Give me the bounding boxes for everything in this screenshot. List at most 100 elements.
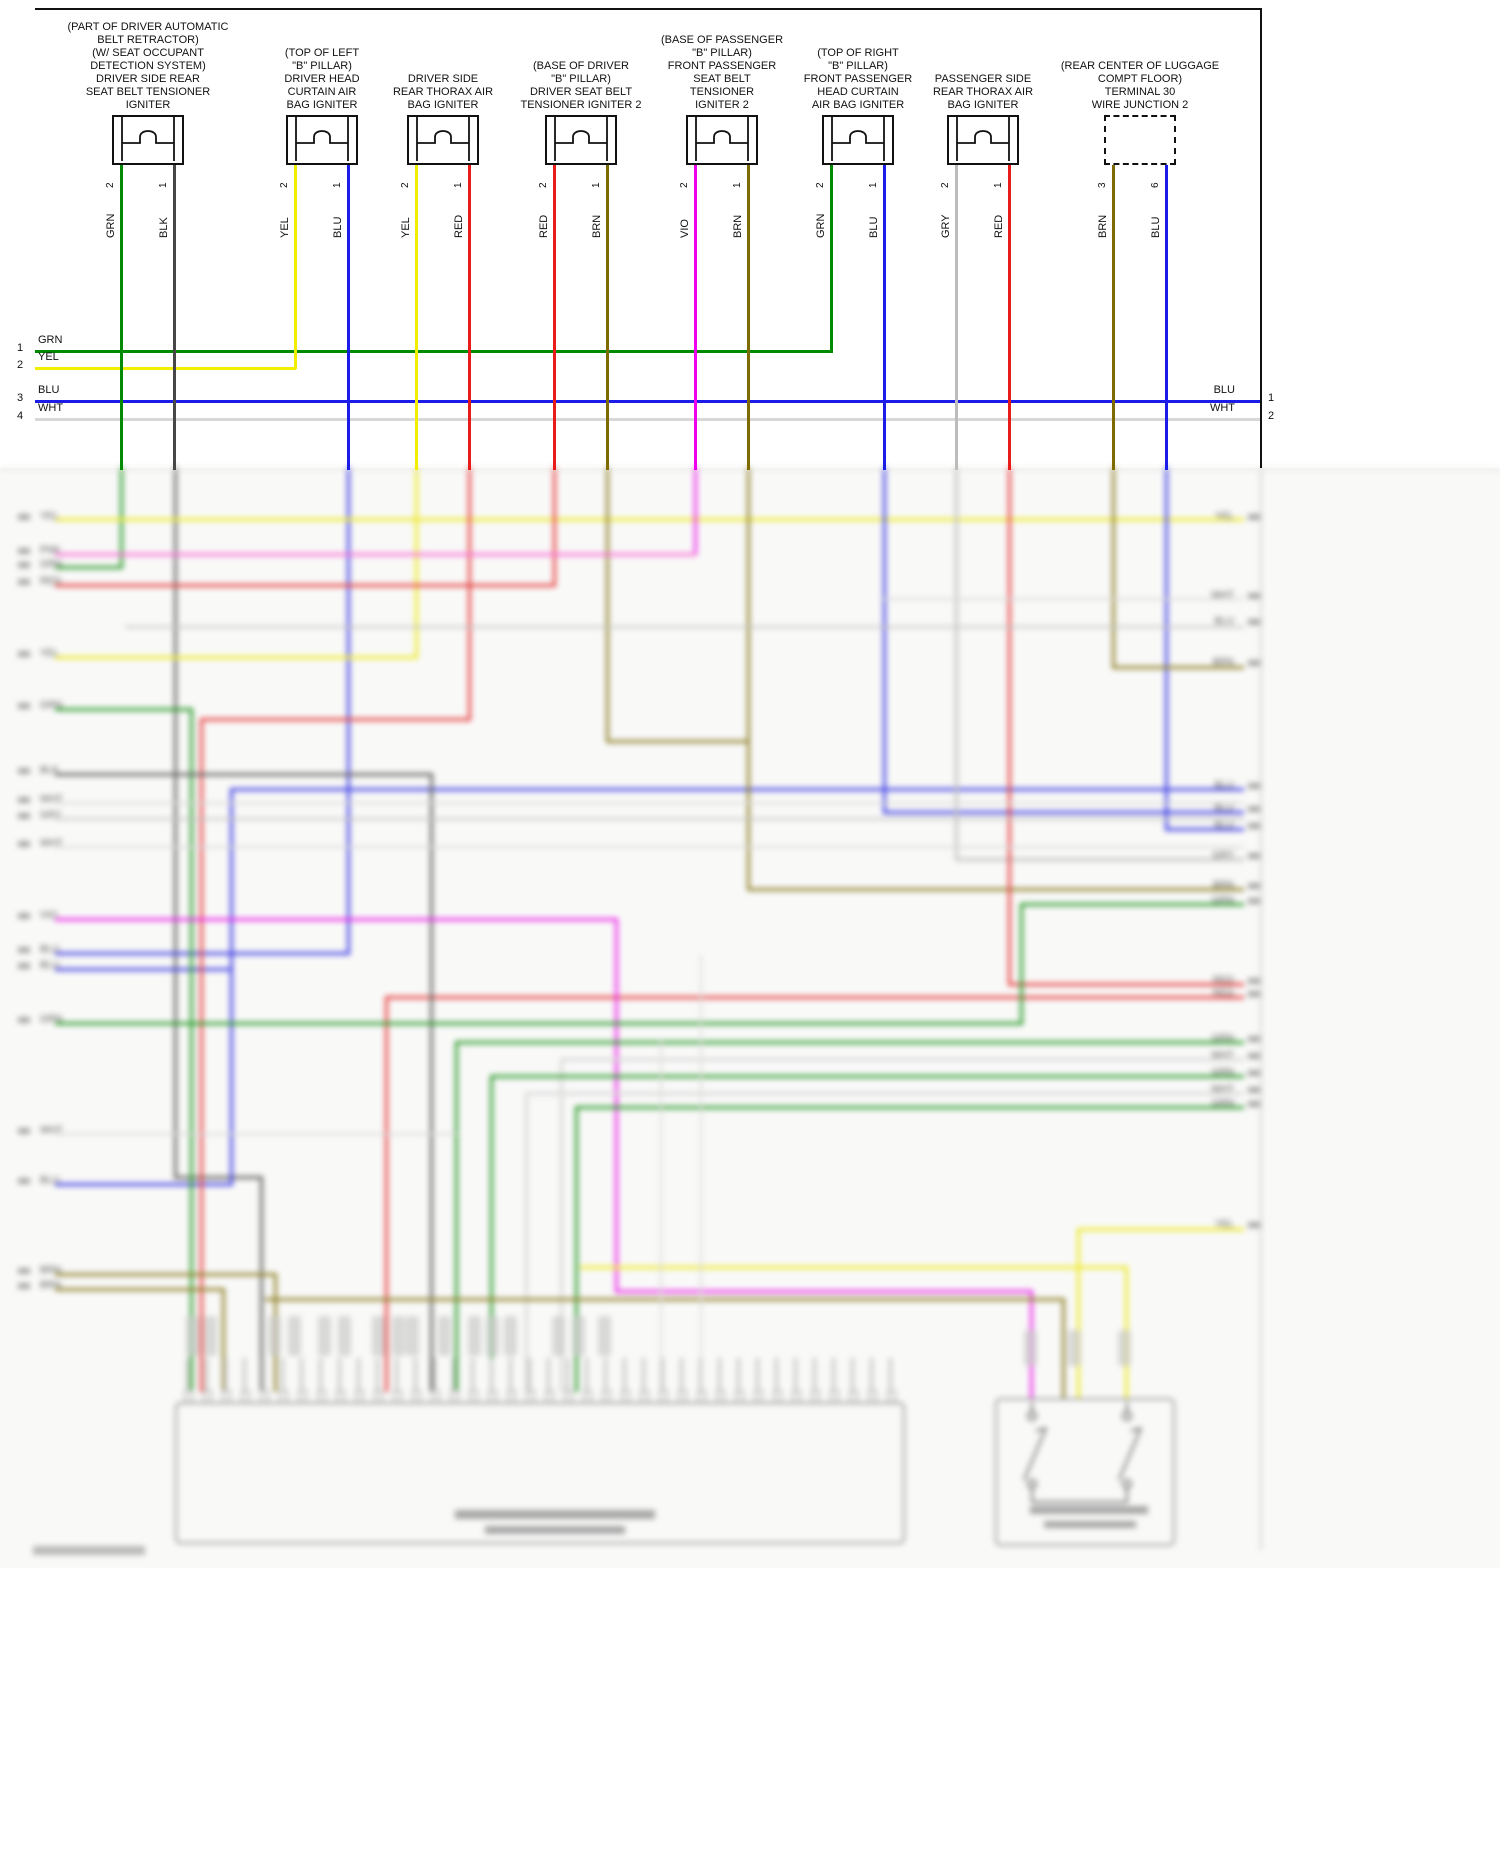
blurred-stub-wire — [737, 1358, 740, 1392]
frame-right-line — [1260, 8, 1262, 468]
blurred-grid-number-left — [18, 548, 30, 554]
connector-label-driver-head-curtain-air-bag-igniter: (TOP OF LEFT "B" PILLAR) DRIVER HEAD CUR… — [284, 47, 360, 111]
wire-driver-side-rear-seat-belt-tensioner-igniter-pin1 — [173, 165, 176, 470]
blurred-stub-wire — [490, 1358, 493, 1392]
blurred-stub-wire — [604, 1358, 607, 1392]
blurred-grid-number-right — [1248, 1036, 1260, 1042]
blurred-wire-segment — [415, 466, 418, 658]
blurred-wire-segment — [120, 466, 123, 568]
blurred-grid-number-right — [1248, 619, 1260, 625]
bus-number-right: 2 — [1268, 410, 1275, 422]
bus-label-left-yel: YEL — [38, 351, 59, 363]
blurred-wire-segment — [55, 1022, 1023, 1025]
blurred-wire-segment — [575, 1106, 1244, 1109]
blurred-wire-segment — [55, 968, 230, 971]
pin-number-driver-side-rear-seat-belt-tensioner-igniter-2: 2 — [105, 182, 116, 188]
blurred-wire-segment — [1165, 828, 1244, 831]
blurred-wire-segment — [883, 811, 1244, 814]
bus-number-left: 2 — [17, 359, 24, 371]
blurred-wire-segment — [55, 566, 123, 569]
connector-box-driver-side-rear-seat-belt-tensioner-igniter — [112, 115, 184, 165]
blurred-wire-label-left: BRN — [40, 1280, 62, 1291]
blurred-wire-segment — [55, 518, 1244, 521]
blurred-inline-connector — [572, 1316, 585, 1356]
blurred-wire-segment — [490, 1075, 1244, 1078]
wire-passenger-side-rear-thorax-air-bag-igniter-pin2 — [955, 165, 958, 470]
blurred-wire-label-right: RED — [1212, 975, 1234, 986]
blurred-inline-connector — [186, 1316, 199, 1356]
bus-wire-yel — [35, 367, 296, 370]
blurred-stub-wire — [471, 1358, 474, 1392]
blurred-grid-number-left — [18, 947, 30, 953]
blurred-text-bar — [1030, 1506, 1148, 1514]
blurred-wire-segment — [883, 466, 886, 813]
wire-color-label-yel: YEL — [400, 217, 412, 238]
blurred-grid-number-right — [1248, 1070, 1260, 1076]
blurred-stub-wire — [319, 1358, 322, 1392]
igniter-symbol — [956, 117, 1010, 161]
blurred-wire-segment — [1008, 983, 1244, 986]
blurred-wire-label-right: BLU — [1214, 803, 1234, 814]
blurred-wire-label-left: BLU — [40, 960, 60, 971]
blurred-wire-segment — [174, 466, 177, 1178]
blurred-grid-number-right — [1248, 783, 1260, 789]
blurred-wire-segment — [455, 1041, 458, 1392]
blurred-wire-label-left: WHT — [40, 1125, 63, 1136]
blurred-stub-wire — [243, 1358, 246, 1392]
pin-number-passenger-side-rear-thorax-air-bag-igniter-1: 1 — [993, 182, 1004, 188]
blurred-wire-segment — [0, 468, 1500, 470]
wire-driver-head-curtain-air-bag-igniter-pin1 — [347, 165, 350, 470]
blurred-wire-label-right: GRN — [1211, 1098, 1234, 1109]
blurred-stub-wire — [832, 1358, 835, 1392]
blurred-wire-segment — [385, 996, 1244, 999]
blurred-wire-label-left: GRY — [40, 810, 62, 821]
wire-color-label-blu: BLU — [868, 216, 880, 238]
blurred-wire-label-right: YEL — [1215, 511, 1234, 522]
blurred-stub-wire — [262, 1358, 265, 1392]
wire-color-label-grn: GRN — [815, 213, 827, 238]
blurred-stub-wire — [452, 1358, 455, 1392]
wire-color-label-brn: BRN — [1097, 214, 1109, 238]
blurred-grid-number-left — [18, 562, 30, 568]
blurred-grid-number-left — [18, 1128, 30, 1134]
blurred-stub-wire — [699, 1358, 702, 1392]
blurred-grid-number-right — [1248, 1101, 1260, 1107]
blurred-wire-segment — [955, 466, 958, 860]
connector-label-passenger-side-rear-thorax-air-bag-igniter: PASSENGER SIDE REAR THORAX AIR BAG IGNIT… — [932, 73, 1034, 111]
blurred-wire-segment — [490, 1075, 493, 1392]
blurred-grid-number-left — [18, 514, 30, 520]
wire-color-label-red: RED — [538, 214, 550, 238]
blurred-grid-number-left — [18, 841, 30, 847]
blurred-grid-number-left — [18, 797, 30, 803]
blurred-wire-label-right: WHT — [1211, 1050, 1234, 1061]
pin-number-passenger-side-rear-thorax-air-bag-igniter-2: 2 — [940, 182, 951, 188]
blurred-wire-label-right: RED — [1212, 988, 1234, 999]
blurred-wire-label-right: GRY — [1212, 850, 1235, 861]
blurred-text-bar — [1044, 1521, 1136, 1528]
blurred-wire-segment — [1020, 903, 1023, 1024]
connector-label-terminal-30-wire-junction-2: (REAR CENTER OF LUGGAGE COMPT FLOOR) TER… — [1060, 60, 1220, 111]
blurred-wire-label-right: WHT — [1211, 1084, 1234, 1095]
blurred-stub-wire — [680, 1358, 683, 1392]
blurred-wire-segment — [125, 626, 1244, 628]
blurred-wire-label-left: RED — [40, 576, 62, 587]
blurred-text-bar — [485, 1526, 625, 1534]
blurred-wire-segment — [1260, 466, 1262, 1550]
blurred-grid-number-right — [1248, 883, 1260, 889]
blurred-grid-number-left — [18, 963, 30, 969]
blurred-wire-segment — [347, 466, 350, 955]
wire-color-label-red: RED — [453, 214, 465, 238]
igniter-symbol — [695, 117, 749, 161]
blurred-wire-segment — [55, 584, 556, 587]
pin-number-driver-side-rear-thorax-air-bag-igniter-1: 1 — [453, 182, 464, 188]
blurred-stub-wire — [813, 1358, 816, 1392]
blurred-stub-wire — [224, 1358, 227, 1392]
blurred-wire-segment — [1077, 1228, 1244, 1231]
blurred-stub-wire — [547, 1358, 550, 1392]
blurred-stub-wire — [756, 1358, 759, 1392]
blurred-wire-segment — [606, 466, 609, 742]
connector-box-passenger-side-rear-thorax-air-bag-igniter — [947, 115, 1019, 165]
blurred-inline-connector — [392, 1316, 405, 1356]
wire-color-label-brn: BRN — [732, 214, 744, 238]
